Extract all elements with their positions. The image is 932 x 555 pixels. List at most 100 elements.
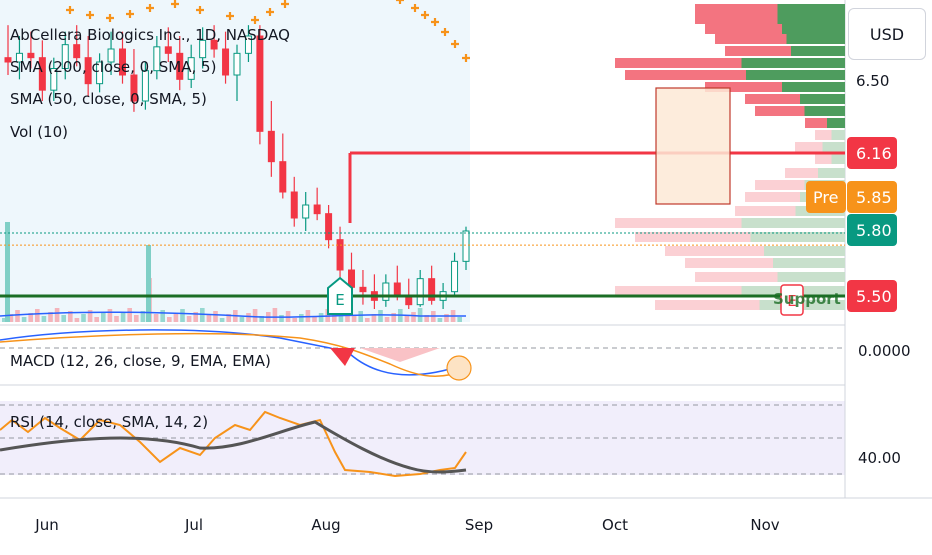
svg-text:E: E xyxy=(787,292,796,310)
volume-bar xyxy=(219,318,225,322)
volume-profile-bar xyxy=(635,232,751,242)
volume-bar xyxy=(312,317,317,322)
volume-profile-bar xyxy=(831,130,845,140)
candle-body xyxy=(187,57,195,80)
sma-point xyxy=(451,40,459,48)
volume-profile-bar xyxy=(805,118,827,128)
currency-button[interactable]: USD xyxy=(848,8,926,60)
volume-profile-bar xyxy=(695,272,778,282)
volume-profile-bar xyxy=(791,46,845,56)
volume-bar xyxy=(252,309,258,322)
upcoming-earnings-marker[interactable]: E xyxy=(780,284,804,316)
volume-bar xyxy=(437,318,443,322)
svg-text:6.16: 6.16 xyxy=(856,144,892,163)
volume-bar xyxy=(167,317,172,322)
volume-bar xyxy=(365,318,370,322)
volume-bar xyxy=(35,309,40,322)
volume-profile-bar xyxy=(822,142,845,152)
macd-label[interactable]: MACD (12, 26, close, 9, EMA, EMA) xyxy=(10,352,271,370)
volume-bar xyxy=(391,313,396,322)
volume-bar xyxy=(120,312,126,322)
volume-bars xyxy=(0,222,466,322)
indicator-sma200-label[interactable]: SMA (200, close, 0, SMA, 5) xyxy=(10,58,216,76)
volume-bar xyxy=(134,315,139,322)
volume-profile-bar xyxy=(741,58,845,68)
volume-profile-bar xyxy=(655,300,760,310)
sma-point xyxy=(106,14,114,22)
rsi-sma-line xyxy=(0,420,467,474)
candle-body xyxy=(416,278,424,306)
volume-profile-bar xyxy=(782,24,845,34)
sma-point xyxy=(171,0,179,8)
volume-bar xyxy=(8,314,14,322)
candle-body xyxy=(244,35,252,54)
volume-profile-bar xyxy=(745,94,800,104)
support-badge[interactable]: 5.50 xyxy=(847,280,897,312)
rsi-label[interactable]: RSI (14, close, SMA, 14, 2) xyxy=(10,413,208,431)
volume-bar xyxy=(239,317,245,322)
volume-profile-bar xyxy=(782,82,845,92)
candle-body xyxy=(176,52,184,80)
earnings-marker[interactable]: E xyxy=(327,276,353,315)
sma-point xyxy=(396,0,404,4)
position-box[interactable] xyxy=(655,87,731,205)
volume-bar xyxy=(180,309,185,322)
sma-point xyxy=(462,54,470,62)
volume-bar xyxy=(384,317,390,322)
candle-body xyxy=(61,44,69,70)
volume-bar xyxy=(371,314,377,322)
volume-profile-bar xyxy=(705,82,782,92)
volume-profile-bar xyxy=(745,192,800,202)
volume-bar xyxy=(87,310,93,322)
candles xyxy=(4,25,470,309)
volume-bar xyxy=(424,315,429,322)
indicator-sma50-label[interactable]: SMA (50, close, 0, SMA, 5) xyxy=(10,90,207,108)
sma-point xyxy=(281,0,289,8)
candle-body xyxy=(462,230,470,262)
candle-body xyxy=(27,52,35,59)
candle-body xyxy=(313,204,321,215)
resistance-badge[interactable]: 6.16 xyxy=(847,137,897,169)
candle-body xyxy=(233,52,241,76)
volume-profile-bar xyxy=(735,206,796,216)
rsi-axis-label: 40.00 xyxy=(858,449,901,467)
volume-profile-bar xyxy=(615,58,742,68)
candle-body xyxy=(119,48,126,76)
volume-bar xyxy=(15,310,20,322)
chart-title: AbCellera Biologics Inc., 1D, NASDAQ xyxy=(10,26,290,44)
macd-line xyxy=(0,329,467,376)
candle-body xyxy=(393,282,401,297)
premarket-badge[interactable]: Pre 5.85 xyxy=(806,181,897,213)
rsi-line xyxy=(0,410,467,478)
volume-profile-bar xyxy=(695,14,778,24)
volume-profile-bar xyxy=(685,258,773,268)
volume-bar xyxy=(193,312,198,322)
sma-point xyxy=(431,18,439,26)
volume-bar xyxy=(186,316,192,322)
volume-bar xyxy=(457,317,462,322)
last-price-badge[interactable]: 5.80 xyxy=(847,214,897,246)
indicator-volume-label[interactable]: Vol (10) xyxy=(10,123,68,141)
sma-point xyxy=(421,11,429,19)
candle-body xyxy=(451,260,459,293)
macd-signal-line xyxy=(0,332,467,377)
candle-body xyxy=(325,213,333,241)
svg-text:5.50: 5.50 xyxy=(856,287,892,306)
volume-profile-bar xyxy=(777,272,845,282)
candle-body xyxy=(130,74,138,102)
macd-cross-highlight[interactable] xyxy=(446,355,472,381)
candle-body xyxy=(38,57,46,91)
volume-profile-bar xyxy=(705,24,782,34)
svg-text:5.85: 5.85 xyxy=(856,188,892,207)
volume-bar xyxy=(299,314,304,322)
volume-profile-bar xyxy=(725,46,791,56)
volume-bar xyxy=(5,222,10,322)
volume-bar xyxy=(160,310,165,322)
sma-point xyxy=(266,8,274,16)
candle-body xyxy=(210,39,218,50)
candle-body xyxy=(382,282,390,301)
volume-bar xyxy=(41,316,47,322)
candle-body xyxy=(290,191,298,219)
volume-profile-bar xyxy=(815,154,832,164)
volume-bar xyxy=(417,308,423,322)
